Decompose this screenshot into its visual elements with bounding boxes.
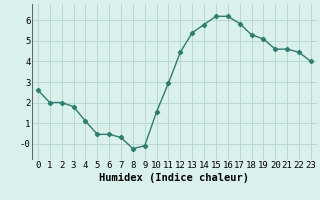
X-axis label: Humidex (Indice chaleur): Humidex (Indice chaleur) — [100, 173, 249, 183]
